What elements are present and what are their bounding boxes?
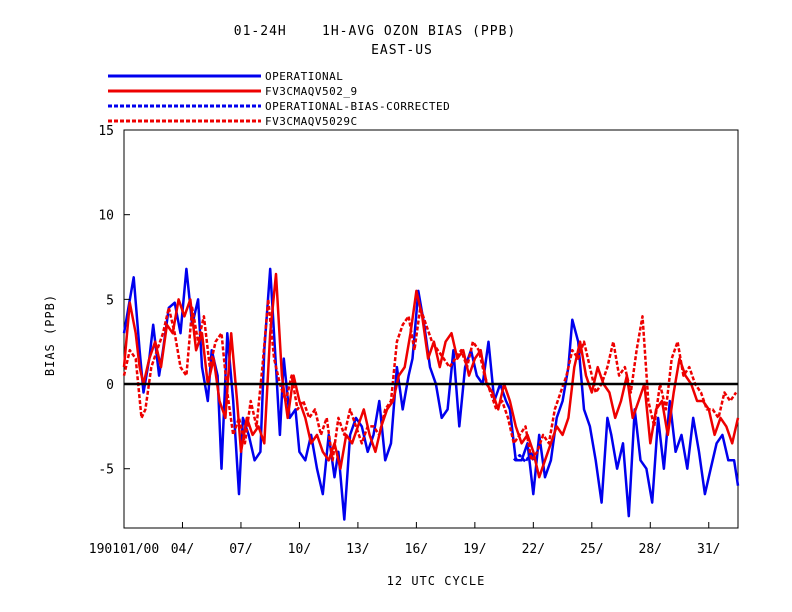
x-tick-label: 16/ <box>405 542 428 557</box>
legend-label: FV3CMAQV5029C <box>265 115 358 128</box>
x-tick-label: 22/ <box>522 542 545 557</box>
chart-title-line1: 01-24H 1H-AVG OZON BIAS (PPB) <box>234 24 516 39</box>
series-layer <box>122 267 740 521</box>
x-tick-label: 07/ <box>229 542 252 557</box>
y-tick-label: 5 <box>106 293 114 308</box>
y-tick-label: 15 <box>98 124 114 139</box>
x-axis-label: 12 UTC CYCLE <box>387 574 486 588</box>
y-tick-label: 0 <box>106 378 114 393</box>
series-line-fv3cmaqv502-9 <box>122 272 740 479</box>
y-tick-label: 10 <box>98 209 114 224</box>
series-line-operational-bias-corrected <box>512 450 535 464</box>
legend-label: OPERATIONAL-BIAS-CORRECTED <box>265 100 450 113</box>
y-axis: 15 10 5 0 -5 <box>98 124 130 478</box>
x-tick-label: 28/ <box>639 542 662 557</box>
x-tick-label: 25/ <box>580 542 603 557</box>
chart-legend: OPERATIONAL FV3CMAQV502_9 OPERATIONAL-BIAS… <box>108 70 450 128</box>
y-axis-label: BIAS (PPB) <box>43 294 57 376</box>
chart-title-line2: EAST-US <box>371 43 433 58</box>
legend-label: FV3CMAQV502_9 <box>265 85 358 98</box>
series-line-fv3cmaqv5029c <box>122 298 738 462</box>
x-tick-label: 04/ <box>171 542 194 557</box>
x-tick-label: 13/ <box>346 542 369 557</box>
x-tick-label: 190101/00 <box>89 542 159 557</box>
y-tick-label: -5 <box>98 463 114 478</box>
x-tick-label: 31/ <box>697 542 720 557</box>
x-axis: 190101/00 04/07/10/13/16/19/22/25/28/31/ <box>89 522 721 557</box>
x-tick-label: 10/ <box>288 542 311 557</box>
legend-label: OPERATIONAL <box>265 70 343 83</box>
x-tick-label: 19/ <box>463 542 486 557</box>
